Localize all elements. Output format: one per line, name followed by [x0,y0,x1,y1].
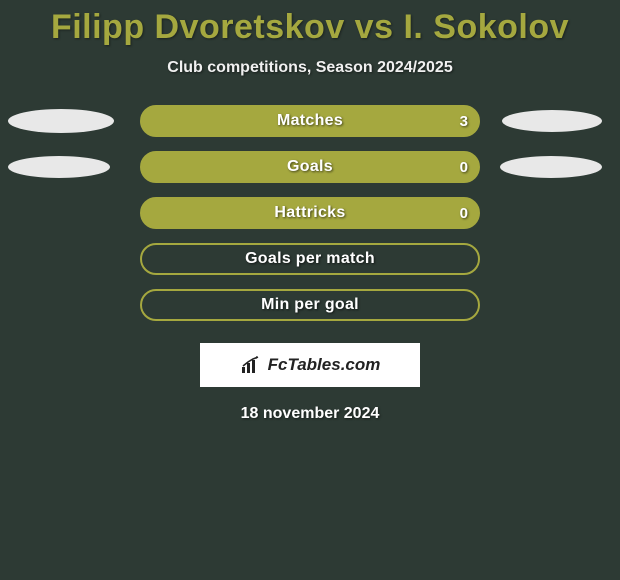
stat-label: Goals [287,158,333,176]
stat-bar: Matches 3 [140,105,480,137]
stat-label: Goals per match [245,250,375,268]
date-label: 18 november 2024 [0,405,620,423]
stat-row: Goals 0 [0,151,620,183]
page-title: Filipp Dvoretskov vs I. Sokolov [0,8,620,47]
stat-value-right: 0 [460,159,468,176]
stat-label: Matches [277,112,343,130]
player-right-marker [502,110,602,132]
comparison-widget: Filipp Dvoretskov vs I. Sokolov Club com… [0,0,620,423]
stat-label: Hattricks [274,204,345,222]
stat-bar: Goals per match [140,243,480,275]
player-left-marker [8,156,110,178]
stat-rows: Matches 3 Goals 0 Hattricks 0 Goals per match M… [0,105,620,321]
stat-row: Min per goal [0,289,620,321]
stat-bar: Min per goal [140,289,480,321]
stat-bar: Hattricks 0 [140,197,480,229]
player-left-marker [8,109,114,133]
player-right-marker [500,156,602,178]
stat-value-right: 3 [460,113,468,130]
chart-icon [240,356,262,374]
stat-bar: Goals 0 [140,151,480,183]
stat-value-right: 0 [460,205,468,222]
source-badge[interactable]: FcTables.com [200,343,420,387]
stat-label: Min per goal [261,296,359,314]
stat-row: Matches 3 [0,105,620,137]
stat-row: Goals per match [0,243,620,275]
subtitle: Club competitions, Season 2024/2025 [0,59,620,77]
stat-row: Hattricks 0 [0,197,620,229]
badge-text: FcTables.com [268,355,381,375]
